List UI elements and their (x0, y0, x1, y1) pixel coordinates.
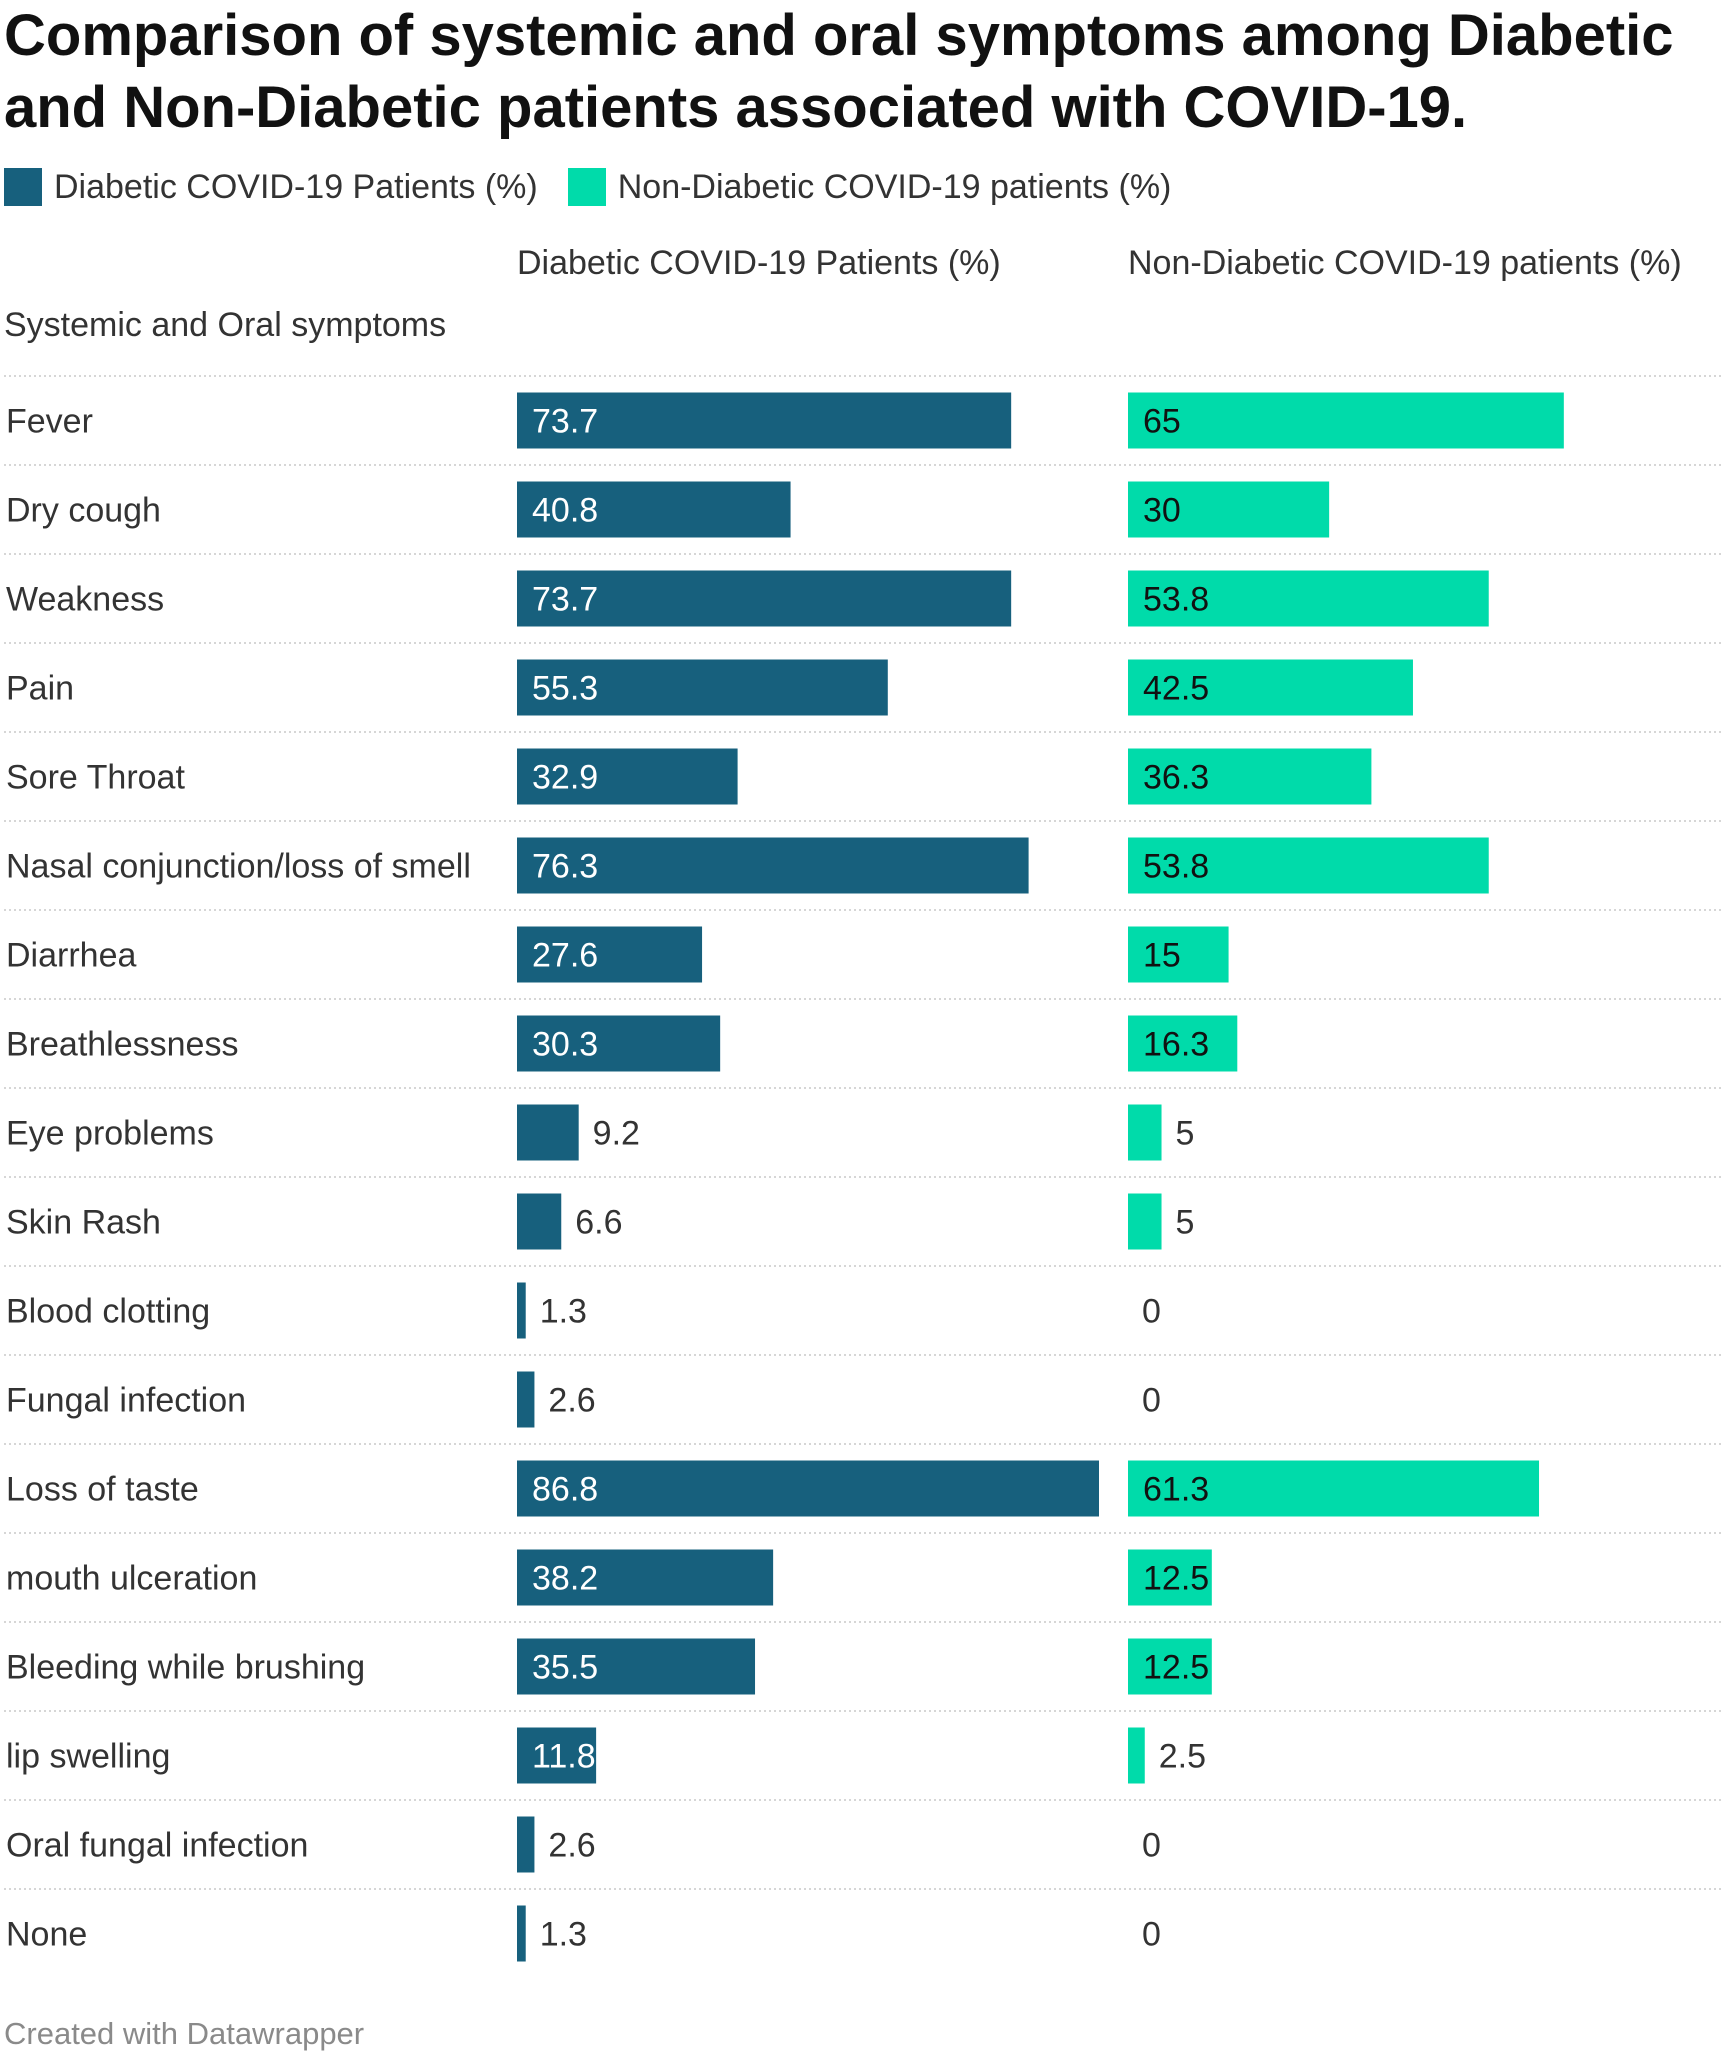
value-label-non-diabetic-bleeding-while-brushing: 12.5 (1143, 1649, 1209, 1687)
value-label-diabetic-weakness: 73.7 (532, 581, 598, 619)
category-label-skin-rash: Skin Rash (6, 1204, 161, 1242)
bar-diabetic-loss-of-taste (517, 1460, 1099, 1517)
value-label-non-diabetic-nasal-conjunction-loss-of-smell: 53.8 (1143, 848, 1209, 886)
value-label-diabetic-blood-clotting: 1.3 (540, 1293, 587, 1331)
bar-non-diabetic-weakness (1128, 570, 1489, 627)
chart-title: Comparison of systemic and oral symptoms… (4, 3, 1674, 140)
bar-diabetic-none (517, 1905, 526, 1962)
value-label-diabetic-fever: 73.7 (532, 403, 598, 441)
bar-diabetic-lip-swelling (517, 1727, 597, 1784)
legend: Diabetic COVID-19 Patients (%) Non-Diabe… (4, 164, 1201, 210)
value-label-non-diabetic-sore-throat: 36.3 (1143, 759, 1209, 797)
value-label-diabetic-bleeding-while-brushing: 35.5 (532, 1649, 598, 1687)
category-label-pain: Pain (6, 670, 74, 708)
category-label-fever: Fever (6, 403, 93, 441)
bar-diabetic-blood-clotting (517, 1282, 526, 1339)
value-label-diabetic-pain: 55.3 (532, 670, 598, 708)
value-label-non-diabetic-fungal-infection: 0 (1142, 1382, 1161, 1420)
value-label-diabetic-sore-throat: 32.9 (532, 759, 598, 797)
bar-diabetic-breathlessness (517, 1015, 721, 1072)
bar-non-diabetic-skin-rash (1128, 1193, 1162, 1250)
category-label-weakness: Weakness (6, 581, 164, 619)
bar-diabetic-pain (517, 659, 888, 716)
legend-swatch-non-diabetic (567, 168, 606, 206)
value-label-diabetic-breathlessness: 30.3 (532, 1026, 598, 1064)
value-label-non-diabetic-mouth-ulceration: 12.5 (1143, 1560, 1209, 1598)
legend-item-non-diabetic: Non-Diabetic COVID-19 patients (%) (567, 167, 1172, 207)
category-label-dry-cough: Dry cough (6, 492, 161, 530)
bar-non-diabetic-mouth-ulceration (1128, 1549, 1212, 1606)
bar-non-diabetic-dry-cough (1128, 481, 1330, 538)
value-label-non-diabetic-pain: 42.5 (1143, 670, 1209, 708)
category-label-lip-swelling: lip swelling (6, 1738, 170, 1776)
category-label-blood-clotting: Blood clotting (6, 1293, 210, 1331)
bar-non-diabetic-lip-swelling (1128, 1727, 1145, 1784)
category-label-none: None (6, 1916, 87, 1954)
category-label-sore-throat: Sore Throat (6, 759, 185, 797)
legend-item-diabetic: Diabetic COVID-19 Patients (%) (4, 168, 538, 207)
value-label-non-diabetic-eye-problems: 5 (1176, 1115, 1195, 1153)
value-label-diabetic-nasal-conjunction-loss-of-smell: 76.3 (532, 848, 598, 886)
column-header-diabetic: Diabetic COVID-19 Patients (%) (517, 244, 1001, 282)
value-label-non-diabetic-loss-of-taste: 61.3 (1143, 1471, 1209, 1509)
bar-diabetic-sore-throat (517, 748, 738, 805)
value-label-diabetic-dry-cough: 40.8 (532, 492, 598, 530)
bar-non-diabetic-pain (1128, 659, 1413, 716)
category-label-mouth-ulceration: mouth ulceration (6, 1560, 257, 1598)
value-label-diabetic-diarrhea: 27.6 (532, 937, 598, 975)
value-label-diabetic-eye-problems: 9.2 (593, 1115, 640, 1153)
bar-diabetic-skin-rash (517, 1193, 562, 1250)
category-label-breathlessness: Breathlessness (6, 1026, 238, 1064)
bar-diabetic-bleeding-while-brushing (517, 1638, 756, 1695)
category-label-bleeding-while-brushing: Bleeding while brushing (6, 1649, 365, 1687)
value-label-diabetic-fungal-infection: 2.6 (548, 1382, 595, 1420)
legend-label-diabetic: Diabetic COVID-19 Patients (%) (54, 167, 538, 206)
column-header-non-diabetic: Non-Diabetic COVID-19 patients (%) (1128, 244, 1682, 282)
legend-swatch-diabetic (4, 168, 42, 206)
row-header: Systemic and Oral symptoms (4, 306, 447, 344)
value-label-diabetic-skin-rash: 6.6 (575, 1204, 622, 1242)
bar-diabetic-fever (517, 392, 1012, 449)
bar-non-diabetic-diarrhea (1128, 926, 1229, 983)
value-label-non-diabetic-blood-clotting: 0 (1142, 1293, 1161, 1331)
category-label-diarrhea: Diarrhea (6, 937, 136, 975)
category-label-eye-problems: Eye problems (6, 1115, 214, 1153)
bar-non-diabetic-breathlessness (1128, 1015, 1238, 1072)
value-label-non-diabetic-skin-rash: 5 (1176, 1204, 1195, 1242)
bar-diabetic-nasal-conjunction-loss-of-smell (517, 837, 1029, 894)
value-label-diabetic-lip-swelling: 11.8 (532, 1738, 596, 1776)
value-label-non-diabetic-breathlessness: 16.3 (1143, 1026, 1209, 1064)
category-label-fungal-infection: Fungal infection (6, 1382, 246, 1420)
bar-non-diabetic-fever (1128, 392, 1564, 449)
value-label-non-diabetic-weakness: 53.8 (1143, 581, 1209, 619)
category-label-nasal-conjunction-loss-of-smell: Nasal conjunction/loss of smell (6, 848, 471, 886)
value-label-non-diabetic-lip-swelling: 2.5 (1159, 1738, 1206, 1776)
bar-diabetic-dry-cough (517, 481, 791, 538)
bar-diabetic-diarrhea (517, 926, 703, 983)
bar-diabetic-fungal-infection (517, 1371, 535, 1428)
value-label-non-diabetic-dry-cough: 30 (1143, 492, 1181, 530)
bar-diabetic-weakness (517, 570, 1012, 627)
bar-diabetic-eye-problems (517, 1104, 579, 1161)
category-label-oral-fungal-infection: Oral fungal infection (6, 1827, 308, 1865)
value-label-diabetic-mouth-ulceration: 38.2 (532, 1560, 598, 1598)
bar-diabetic-oral-fungal-infection (517, 1816, 535, 1873)
value-label-diabetic-loss-of-taste: 86.8 (532, 1471, 598, 1509)
value-label-non-diabetic-diarrhea: 15 (1143, 937, 1181, 975)
value-label-non-diabetic-fever: 65 (1143, 403, 1181, 441)
legend-label-non-diabetic: Non-Diabetic COVID-19 patients (%) (617, 167, 1172, 206)
bar-non-diabetic-loss-of-taste (1128, 1460, 1540, 1517)
bar-non-diabetic-nasal-conjunction-loss-of-smell (1128, 837, 1489, 894)
value-label-non-diabetic-oral-fungal-infection: 0 (1142, 1827, 1161, 1865)
bar-non-diabetic-eye-problems (1128, 1104, 1162, 1161)
value-label-diabetic-oral-fungal-infection: 2.6 (548, 1827, 595, 1865)
bar-non-diabetic-sore-throat (1128, 748, 1372, 805)
value-label-non-diabetic-none: 0 (1142, 1916, 1161, 1954)
value-label-diabetic-none: 1.3 (540, 1916, 587, 1954)
bar-non-diabetic-bleeding-while-brushing (1128, 1638, 1212, 1695)
footer-credit: Created with Datawrapper (4, 2016, 365, 2051)
bar-diabetic-mouth-ulceration (517, 1549, 774, 1606)
category-label-loss-of-taste: Loss of taste (6, 1471, 199, 1509)
